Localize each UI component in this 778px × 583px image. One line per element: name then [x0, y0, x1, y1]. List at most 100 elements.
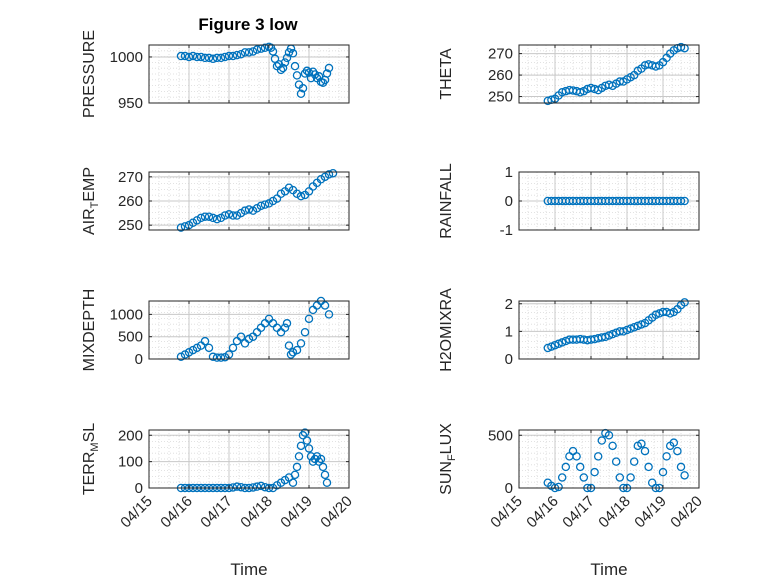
y-axis-label: SUNFLUX [438, 423, 458, 495]
y-tick-label: 1000 [110, 306, 143, 323]
data-point [308, 457, 318, 466]
data-point [676, 462, 686, 472]
data-point [282, 319, 292, 328]
data-point [224, 51, 234, 61]
data-point [572, 452, 581, 461]
x-tick-label: 04/20 [667, 493, 706, 532]
x-tick-label: 04/17 [197, 493, 236, 532]
data-point [256, 481, 266, 491]
data-point [298, 84, 308, 93]
y-tick-label: 200 [118, 427, 143, 444]
data-point [575, 88, 585, 97]
data-point [292, 345, 302, 355]
y-axis-label: MIXDEPTH [81, 289, 98, 372]
data-point [252, 45, 262, 54]
data-point [204, 53, 214, 63]
data-point [680, 298, 689, 307]
data-point [204, 212, 214, 221]
data-point [228, 211, 238, 220]
data-point [629, 457, 639, 466]
data-point [302, 66, 312, 76]
data-point [188, 51, 198, 61]
data-point [294, 452, 304, 461]
data-point [280, 58, 290, 67]
data-point [290, 470, 300, 480]
data-point [324, 310, 334, 319]
data-point [176, 51, 186, 61]
y-tick-label: 0 [505, 193, 513, 210]
x-tick-label: 04/18 [595, 493, 634, 532]
data-point [288, 49, 298, 58]
data-point [575, 462, 585, 472]
data-point [232, 482, 242, 491]
y-axis-label: H2OMIXRA [438, 288, 455, 372]
x-tick-label: 04/16 [523, 493, 562, 532]
data-point [615, 473, 625, 482]
data-point [248, 483, 258, 492]
data-point [651, 62, 661, 71]
data-point [196, 52, 206, 62]
axes-box [148, 300, 350, 360]
data-point [252, 482, 262, 491]
x-axis-label: Time [590, 560, 627, 579]
panel-air-temp: 250 260 270 AIRTEMP [81, 167, 350, 235]
data-point [200, 212, 210, 221]
data-point [676, 42, 686, 52]
data-point [286, 350, 296, 359]
x-tick-label: 04/18 [237, 493, 276, 532]
y-tick-label: 1000 [110, 49, 143, 66]
data-point [278, 63, 288, 73]
y-axis-label: THETA [438, 48, 455, 100]
x-tick-label: 04/20 [317, 493, 356, 532]
data-point [658, 467, 668, 477]
data-point [290, 61, 300, 71]
data-point [296, 441, 306, 451]
data-point [316, 454, 326, 464]
axes-box [148, 429, 350, 489]
figure-title: Figure 3 low [198, 15, 298, 34]
y-tick-label: -1 [500, 222, 513, 239]
data-point [298, 431, 308, 440]
data-point [268, 47, 278, 56]
data-point [322, 69, 332, 78]
x-tick-label: 04/15 [117, 493, 156, 532]
y-tick-label: 100 [118, 454, 143, 471]
axes-box [518, 429, 700, 489]
data-point [208, 54, 218, 64]
data-point [236, 332, 246, 341]
panel-mixdepth: 0 500 1000 MIXDEPTH [81, 289, 350, 372]
data-point [240, 48, 250, 57]
data-point [196, 213, 206, 223]
data-point [232, 50, 242, 60]
data-point [280, 323, 290, 333]
data-point [662, 452, 671, 461]
data-point [300, 327, 310, 337]
x-tick-label: 04/19 [277, 493, 316, 532]
y-axis-label: RAINFALL [438, 163, 455, 239]
y-tick-label: 260 [488, 67, 513, 84]
panel-sun-flux: 0 500 SUNFLUX 04/1504/1604/1704/1804/1904/2… [438, 423, 706, 579]
x-axis-label: Time [230, 560, 267, 579]
data-point [593, 452, 603, 461]
data-point [216, 353, 226, 362]
data-point [304, 68, 314, 77]
data-point [256, 201, 266, 211]
data-point [200, 53, 210, 63]
axes-box [148, 44, 350, 104]
x-tick-label: 04/16 [157, 493, 196, 532]
data-point [320, 470, 330, 480]
data-point [204, 343, 214, 353]
data-point [318, 462, 328, 472]
data-point [296, 339, 306, 348]
data-point [282, 53, 292, 63]
data-point [611, 457, 621, 466]
data-point [180, 51, 190, 61]
data-point [579, 473, 589, 482]
data-point [208, 352, 218, 362]
y-tick-label: 250 [488, 89, 513, 106]
y-tick-label: 270 [488, 46, 513, 63]
y-axis-label: PRESSURE [81, 30, 98, 118]
data-point [292, 462, 302, 472]
data-point [248, 47, 258, 56]
